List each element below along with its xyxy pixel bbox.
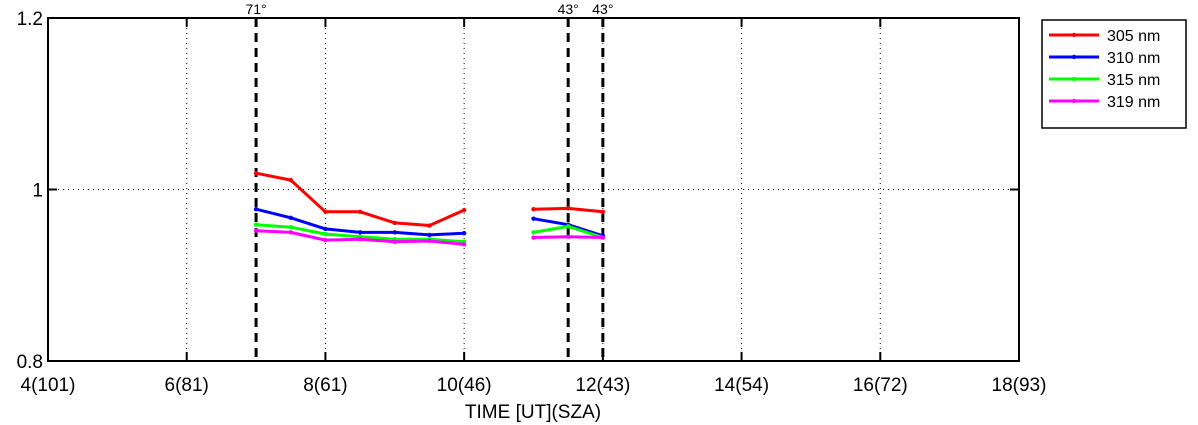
x-tick-label-6: 16(72): [853, 375, 908, 396]
data-point-310-nm: [531, 216, 536, 221]
data-point-305-nm: [427, 223, 432, 228]
data-point-319-nm: [461, 242, 467, 247]
x-tick-label-7: 18(93): [992, 375, 1047, 396]
x-tick-label-3: 10(46): [437, 375, 492, 396]
data-point-305-nm: [565, 206, 571, 211]
x-tick-labels: 4(101) 6(81) 8(61) 10(46) 12(43) 14(54) 16(72)…: [21, 375, 1047, 396]
data-point-310-nm: [461, 231, 467, 236]
data-point-315-nm: [253, 222, 259, 227]
data-point-305-nm: [357, 209, 363, 214]
data-point-319-nm: [253, 228, 259, 233]
vertical-marker-label-0: 71°: [245, 1, 266, 17]
data-point-310-nm: [427, 232, 432, 238]
data-point-310-nm: [323, 226, 328, 232]
data-point-315-nm: [323, 231, 328, 237]
x-axis-title: TIME [UT](SZA): [465, 402, 601, 423]
x-tick-label-2: 8(61): [303, 375, 347, 396]
data-point-319-nm: [531, 235, 536, 240]
legend: 305 nm 310 nm 315 nm 319 nm: [1041, 19, 1187, 129]
series-lines: [253, 171, 606, 247]
vertical-markers: 71° 43° 43°: [245, 1, 613, 361]
legend-marker-315-nm: [1071, 76, 1077, 82]
data-point-305-nm: [253, 171, 259, 176]
y-tick-label-1: 1: [32, 181, 43, 202]
data-point-319-nm: [288, 230, 293, 235]
legend-marker-319-nm: [1071, 98, 1077, 104]
x-tick-label-4: 12(43): [575, 375, 630, 396]
x-tick-label-1: 6(81): [165, 375, 209, 396]
data-point-319-nm: [600, 235, 606, 240]
data-point-305-nm: [323, 209, 328, 214]
data-point-319-nm: [323, 237, 328, 243]
data-point-319-nm: [427, 238, 432, 244]
data-point-310-nm: [357, 230, 363, 235]
axis-ticks: [47, 17, 1020, 362]
legend-label-305-nm: 305 nm: [1107, 28, 1160, 45]
data-point-305-nm: [461, 207, 467, 213]
x-tick-label-0: 4(101): [21, 375, 76, 396]
data-point-319-nm: [392, 239, 397, 245]
y-tick-label-0: 0.8: [17, 352, 43, 373]
legend-marker-310-nm: [1071, 54, 1077, 60]
data-point-319-nm: [357, 237, 363, 242]
legend-label-319-nm: 319 nm: [1107, 94, 1160, 111]
legend-box: [1041, 19, 1187, 129]
data-point-305-nm: [288, 177, 293, 183]
legend-marker-305-nm: [1071, 32, 1077, 38]
data-point-315-nm: [565, 224, 571, 229]
legend-label-315-nm: 315 nm: [1107, 72, 1160, 89]
legend-label-310-nm: 310 nm: [1107, 50, 1160, 67]
vertical-marker-label-1: 43°: [558, 1, 579, 17]
data-point-305-nm: [600, 209, 606, 214]
x-tick-label-5: 14(54): [714, 375, 769, 396]
data-point-310-nm: [253, 207, 259, 212]
data-point-310-nm: [288, 215, 293, 220]
data-point-315-nm: [288, 225, 293, 230]
data-point-305-nm: [392, 220, 397, 226]
vertical-marker-label-2: 43°: [592, 1, 613, 17]
data-point-315-nm: [531, 230, 536, 235]
y-tick-label-2: 1.2: [17, 9, 43, 30]
y-tick-labels: 0.8 1 1.2: [17, 9, 43, 373]
data-point-319-nm: [565, 234, 571, 239]
data-point-305-nm: [531, 207, 536, 212]
data-point-310-nm: [392, 230, 397, 235]
